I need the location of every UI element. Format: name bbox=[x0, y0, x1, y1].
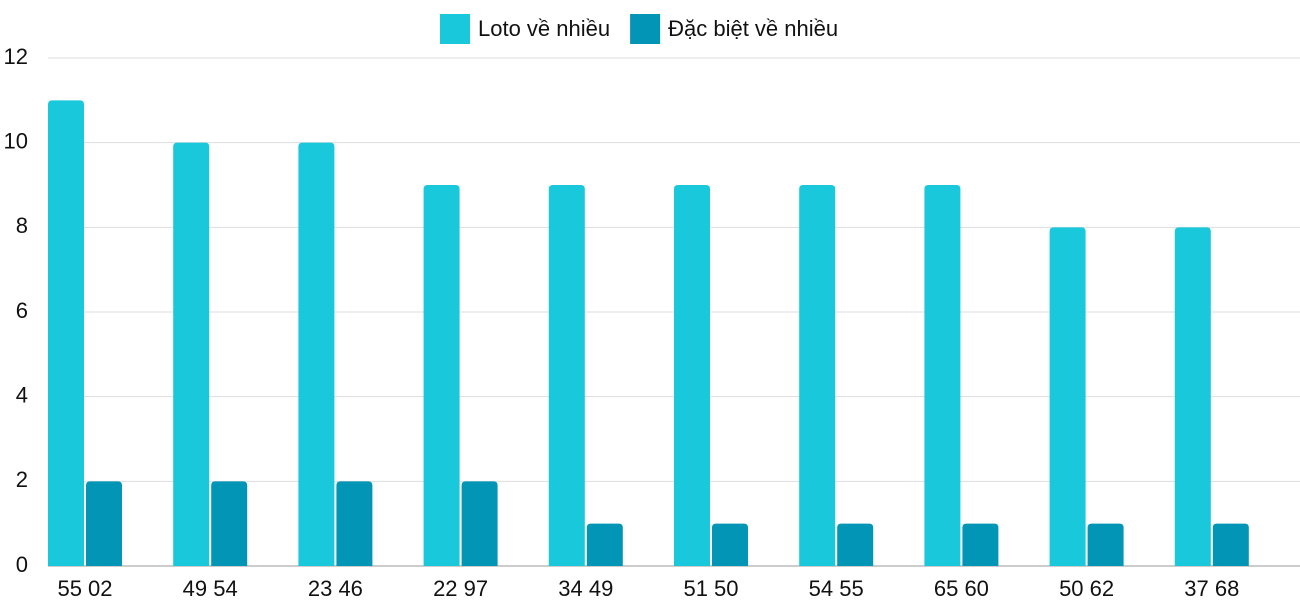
x-tick-label: 55 02 bbox=[57, 576, 112, 600]
bar bbox=[461, 481, 498, 566]
bar bbox=[1049, 227, 1086, 567]
legend-label: Đặc biệt về nhiều bbox=[668, 16, 838, 41]
bar bbox=[298, 142, 335, 566]
x-tick-label: 22 97 bbox=[433, 576, 488, 600]
y-tick-label: 2 bbox=[16, 467, 28, 492]
x-tick-label: 65 60 bbox=[934, 576, 989, 600]
bar bbox=[86, 481, 122, 566]
bar bbox=[799, 185, 836, 566]
bar bbox=[837, 523, 874, 566]
x-tick-label: 50 62 bbox=[1059, 576, 1114, 600]
y-tick-label: 0 bbox=[16, 552, 28, 577]
bar bbox=[962, 523, 999, 566]
y-tick-label: 6 bbox=[16, 298, 28, 323]
x-tick-label: 34 49 bbox=[558, 576, 613, 600]
bar bbox=[674, 185, 710, 566]
y-tick-label: 4 bbox=[16, 382, 28, 407]
bar bbox=[586, 523, 623, 566]
bar bbox=[924, 185, 961, 566]
bar bbox=[173, 142, 210, 566]
bar bbox=[1212, 523, 1249, 566]
y-tick-label: 8 bbox=[16, 213, 28, 238]
bar bbox=[211, 481, 248, 566]
bar bbox=[336, 481, 373, 566]
y-tick-label: 12 bbox=[4, 44, 28, 69]
bar bbox=[1174, 227, 1211, 567]
x-tick-label: 54 55 bbox=[809, 576, 864, 600]
x-tick-label: 23 46 bbox=[308, 576, 363, 600]
legend-label: Loto về nhiều bbox=[478, 16, 610, 41]
bar bbox=[712, 523, 748, 566]
x-tick-label: 51 50 bbox=[683, 576, 738, 600]
bar bbox=[1087, 523, 1124, 566]
legend-swatch bbox=[440, 14, 470, 44]
x-tick-label: 49 54 bbox=[183, 576, 238, 600]
y-tick-label: 10 bbox=[4, 128, 28, 153]
legend-swatch bbox=[630, 14, 661, 44]
x-tick-label: 37 68 bbox=[1184, 576, 1239, 600]
bar bbox=[548, 185, 585, 566]
bar bbox=[48, 100, 84, 566]
bar bbox=[423, 185, 460, 566]
